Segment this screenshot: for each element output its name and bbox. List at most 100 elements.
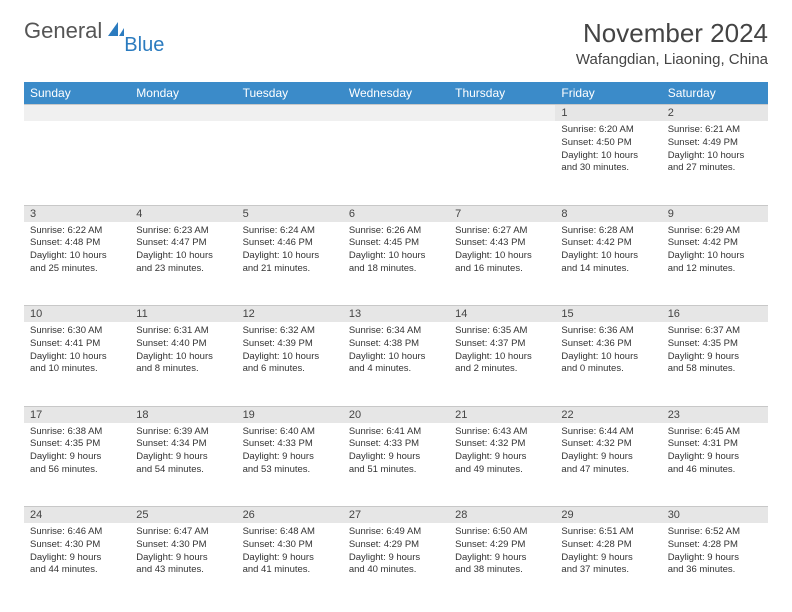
weekday-header: Saturday [662,82,768,105]
ss-text: Sunset: 4:31 PM [668,438,762,451]
day-number-cell: 19 [237,406,343,423]
ss-text: Sunset: 4:30 PM [30,539,124,552]
day-content-cell: Sunrise: 6:37 AMSunset: 4:35 PMDaylight:… [662,322,768,406]
dl2-text: and 41 minutes. [243,564,337,577]
day-content-cell: Sunrise: 6:22 AMSunset: 4:48 PMDaylight:… [24,222,130,306]
day-number-cell: 25 [130,507,236,524]
dl1-text: Daylight: 9 hours [561,451,655,464]
ss-text: Sunset: 4:36 PM [561,338,655,351]
dl2-text: and 14 minutes. [561,263,655,276]
day-number-cell [237,105,343,122]
dl1-text: Daylight: 9 hours [349,451,443,464]
day-number-cell: 30 [662,507,768,524]
day-content-cell: Sunrise: 6:47 AMSunset: 4:30 PMDaylight:… [130,523,236,607]
day-content-row: Sunrise: 6:22 AMSunset: 4:48 PMDaylight:… [24,222,768,306]
day-number-cell: 7 [449,205,555,222]
dl2-text: and 6 minutes. [243,363,337,376]
day-content-cell: Sunrise: 6:41 AMSunset: 4:33 PMDaylight:… [343,423,449,507]
brand-logo: General Blue [24,18,170,44]
day-number-cell: 20 [343,406,449,423]
day-content-cell: Sunrise: 6:39 AMSunset: 4:34 PMDaylight:… [130,423,236,507]
ss-text: Sunset: 4:29 PM [349,539,443,552]
dl2-text: and 25 minutes. [30,263,124,276]
dl2-text: and 16 minutes. [455,263,549,276]
weekday-header-row: Sunday Monday Tuesday Wednesday Thursday… [24,82,768,105]
day-content-cell: Sunrise: 6:20 AMSunset: 4:50 PMDaylight:… [555,121,661,205]
day-number-cell [24,105,130,122]
dl1-text: Daylight: 10 hours [136,250,230,263]
ss-text: Sunset: 4:48 PM [30,237,124,250]
ss-text: Sunset: 4:39 PM [243,338,337,351]
ss-text: Sunset: 4:32 PM [455,438,549,451]
weekday-header: Thursday [449,82,555,105]
day-content-cell: Sunrise: 6:43 AMSunset: 4:32 PMDaylight:… [449,423,555,507]
sr-text: Sunrise: 6:35 AM [455,325,549,338]
day-number-cell: 17 [24,406,130,423]
day-content-cell: Sunrise: 6:51 AMSunset: 4:28 PMDaylight:… [555,523,661,607]
day-number-cell: 3 [24,205,130,222]
sr-text: Sunrise: 6:37 AM [668,325,762,338]
sr-text: Sunrise: 6:41 AM [349,426,443,439]
ss-text: Sunset: 4:43 PM [455,237,549,250]
day-number-cell: 23 [662,406,768,423]
ss-text: Sunset: 4:35 PM [668,338,762,351]
dl1-text: Daylight: 9 hours [561,552,655,565]
day-number-cell: 11 [130,306,236,323]
day-content-cell: Sunrise: 6:28 AMSunset: 4:42 PMDaylight:… [555,222,661,306]
day-number-cell: 9 [662,205,768,222]
dl1-text: Daylight: 10 hours [561,351,655,364]
dl2-text: and 49 minutes. [455,464,549,477]
ss-text: Sunset: 4:28 PM [668,539,762,552]
dl2-text: and 8 minutes. [136,363,230,376]
sr-text: Sunrise: 6:24 AM [243,225,337,238]
day-number-cell: 1 [555,105,661,122]
day-number-cell: 12 [237,306,343,323]
dl2-text: and 4 minutes. [349,363,443,376]
dl2-text: and 56 minutes. [30,464,124,477]
day-number-cell: 18 [130,406,236,423]
dl2-text: and 43 minutes. [136,564,230,577]
day-number-cell: 15 [555,306,661,323]
day-content-cell: Sunrise: 6:48 AMSunset: 4:30 PMDaylight:… [237,523,343,607]
dl1-text: Daylight: 10 hours [349,250,443,263]
day-number-row: 17181920212223 [24,406,768,423]
dl1-text: Daylight: 9 hours [30,451,124,464]
day-content-cell: Sunrise: 6:40 AMSunset: 4:33 PMDaylight:… [237,423,343,507]
sr-text: Sunrise: 6:27 AM [455,225,549,238]
dl1-text: Daylight: 9 hours [30,552,124,565]
ss-text: Sunset: 4:38 PM [349,338,443,351]
ss-text: Sunset: 4:30 PM [136,539,230,552]
sr-text: Sunrise: 6:43 AM [455,426,549,439]
day-number-cell: 24 [24,507,130,524]
day-content-cell [130,121,236,205]
day-number-cell: 26 [237,507,343,524]
sail-icon [106,20,126,43]
sr-text: Sunrise: 6:26 AM [349,225,443,238]
day-content-cell: Sunrise: 6:26 AMSunset: 4:45 PMDaylight:… [343,222,449,306]
day-content-cell: Sunrise: 6:36 AMSunset: 4:36 PMDaylight:… [555,322,661,406]
sr-text: Sunrise: 6:52 AM [668,526,762,539]
ss-text: Sunset: 4:40 PM [136,338,230,351]
ss-text: Sunset: 4:32 PM [561,438,655,451]
ss-text: Sunset: 4:42 PM [668,237,762,250]
sr-text: Sunrise: 6:39 AM [136,426,230,439]
day-content-cell: Sunrise: 6:31 AMSunset: 4:40 PMDaylight:… [130,322,236,406]
ss-text: Sunset: 4:33 PM [349,438,443,451]
day-number-cell [343,105,449,122]
ss-text: Sunset: 4:33 PM [243,438,337,451]
ss-text: Sunset: 4:37 PM [455,338,549,351]
dl2-text: and 27 minutes. [668,162,762,175]
location: Wafangdian, Liaoning, China [576,51,768,68]
dl1-text: Daylight: 9 hours [136,552,230,565]
sr-text: Sunrise: 6:34 AM [349,325,443,338]
ss-text: Sunset: 4:41 PM [30,338,124,351]
ss-text: Sunset: 4:34 PM [136,438,230,451]
sr-text: Sunrise: 6:29 AM [668,225,762,238]
dl2-text: and 0 minutes. [561,363,655,376]
dl1-text: Daylight: 10 hours [30,250,124,263]
dl2-text: and 37 minutes. [561,564,655,577]
ss-text: Sunset: 4:35 PM [30,438,124,451]
ss-text: Sunset: 4:49 PM [668,137,762,150]
day-content-cell: Sunrise: 6:35 AMSunset: 4:37 PMDaylight:… [449,322,555,406]
dl1-text: Daylight: 9 hours [243,552,337,565]
